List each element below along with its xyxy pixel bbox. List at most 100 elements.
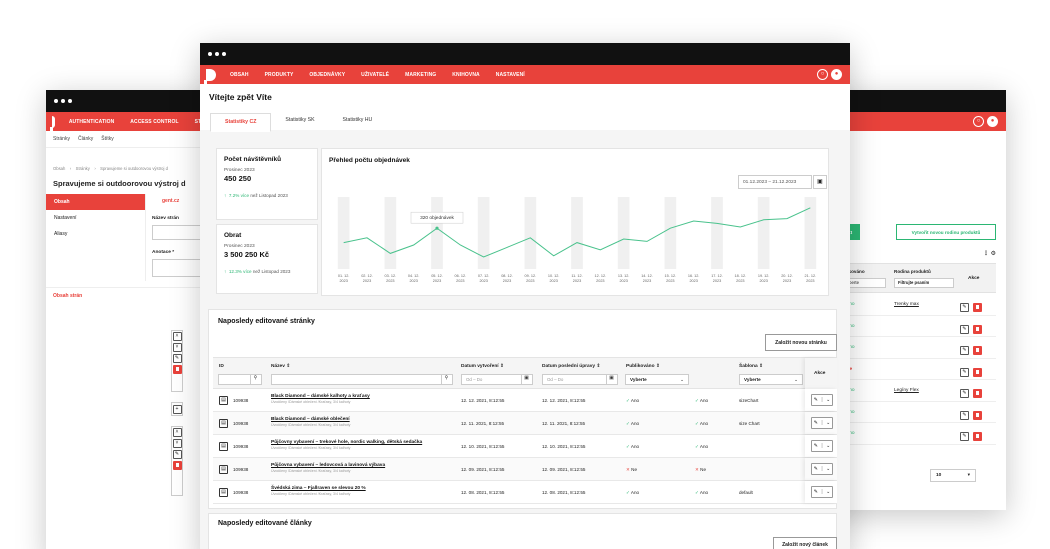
edit-icon[interactable]: ✎ xyxy=(960,410,969,420)
nav-item-nastaveni[interactable]: NASTAVENÍ xyxy=(495,71,525,78)
move-up-icon[interactable]: ˄ xyxy=(172,332,182,341)
nav-item-objednavky[interactable]: OBJEDNÁVKY xyxy=(309,71,346,78)
tab-stats-cz[interactable]: Statistiky CZ xyxy=(210,113,272,132)
page-name-link[interactable]: Půjčovna vybavení – ledovcová a lavinová… xyxy=(271,463,386,468)
page-icon[interactable]: ▤ xyxy=(219,442,228,451)
delete-icon[interactable] xyxy=(172,461,182,470)
search-icon[interactable]: ○ xyxy=(817,69,828,80)
published-filter[interactable]: berte xyxy=(846,278,886,288)
nav-item[interactable]: ACCESS CONTROL xyxy=(130,118,179,125)
edit-icon[interactable]: ✎ xyxy=(960,367,969,377)
tab-stats-sk[interactable]: Statistiky SK xyxy=(285,117,315,123)
x-tick-label: 09. 12. 2023 xyxy=(525,274,537,283)
delete-icon[interactable] xyxy=(973,324,983,334)
name-filter[interactable]: ⚲ xyxy=(271,374,453,385)
id-filter[interactable]: ⚲ xyxy=(218,374,262,385)
page-icon[interactable]: ▤ xyxy=(219,488,228,497)
add-icon[interactable]: + xyxy=(172,404,182,414)
col-updated[interactable]: Datum poslední úpravy ⇕ xyxy=(542,364,601,369)
template-select[interactable]: Vyberte ⌄ xyxy=(739,374,803,385)
calendar-icon: ▣ xyxy=(606,375,616,384)
delete-icon[interactable] xyxy=(973,303,983,313)
col-created[interactable]: Datum vytvoření ⇕ xyxy=(461,364,504,369)
page-name-link[interactable]: Půjčovny vybavení – trekové hole, nordic… xyxy=(271,440,423,445)
top-nav: ○ ● xyxy=(818,112,1006,131)
lang-tab[interactable]: gent.cz xyxy=(162,198,180,204)
edit-icon[interactable]: ✎ xyxy=(960,324,969,334)
row-actions-dropdown[interactable]: ✎ | ⌄ xyxy=(811,394,833,406)
field-label: Anotace * xyxy=(152,250,175,255)
new-page-button[interactable]: Založit novou stránku xyxy=(765,334,837,351)
move-up-icon[interactable]: ˄ xyxy=(172,428,182,437)
delete-icon[interactable] xyxy=(973,346,983,356)
move-down-icon[interactable]: ˅ xyxy=(172,439,182,448)
delete-icon[interactable] xyxy=(172,365,182,374)
date-range-input[interactable]: 01.12.2023 – 21.12.2023 xyxy=(738,175,812,189)
delete-icon[interactable] xyxy=(973,367,983,377)
edit-icon[interactable]: ✎ xyxy=(960,346,969,356)
col-family[interactable]: Rodina produktů xyxy=(894,269,931,274)
move-down-icon[interactable]: ˅ xyxy=(172,343,182,352)
search-icon: ⚲ xyxy=(250,375,260,384)
page-name-link[interactable]: Black Diamond – dámské oblečení xyxy=(271,417,350,422)
page-size-select[interactable]: 10 ▾ xyxy=(930,469,976,482)
nav-item-produkty[interactable]: PRODUKTY xyxy=(264,71,294,78)
create-family-button[interactable]: Vytvořit novou rodinu produktů xyxy=(896,224,996,240)
chevron-down-icon: ⌄ xyxy=(826,443,831,449)
row-actions-dropdown[interactable]: ✎ | ⌄ xyxy=(811,486,833,498)
chart-column-band xyxy=(711,197,723,269)
col-published[interactable]: Publikováno ⇕ xyxy=(626,364,660,369)
edit-icon[interactable]: ✎ xyxy=(960,432,969,442)
data-point[interactable] xyxy=(435,226,439,230)
row-actions-dropdown[interactable]: ✎ | ⌄ xyxy=(811,463,833,475)
search-icon[interactable]: ○ xyxy=(973,116,984,127)
created-filter[interactable]: Od – Do ▣ xyxy=(461,374,533,385)
subnav-item[interactable]: Články xyxy=(77,136,94,142)
calendar-icon[interactable]: ▣ xyxy=(813,175,827,189)
row-actions-dropdown[interactable]: ✎ | ⌄ xyxy=(811,417,833,429)
nav-item-obsah[interactable]: OBSAH xyxy=(230,71,249,78)
page-name-link[interactable]: Švédská zima – Fjallraven se slevou 20 % xyxy=(271,486,366,491)
page-path: Úvodčeny /Dámské oblečení /Kraťasy, 3/4 … xyxy=(271,400,351,404)
new-article-button[interactable]: Založit nový článek xyxy=(773,537,837,549)
delete-icon[interactable] xyxy=(973,432,983,442)
subnav-item[interactable]: Stránky xyxy=(53,136,70,142)
nav-item[interactable]: AUTHENTICATION xyxy=(68,118,115,125)
family-link[interactable]: Legíny Flex xyxy=(894,388,919,393)
page-icon[interactable]: ▤ xyxy=(219,396,228,405)
breadcrumb-item[interactable]: Obsah xyxy=(53,166,66,171)
row-id: 109938 xyxy=(233,444,249,449)
published-select[interactable]: Vyberte ⌄ xyxy=(625,374,689,385)
delete-icon[interactable] xyxy=(973,389,983,399)
col-id[interactable]: ID xyxy=(219,364,224,369)
page-name-link[interactable]: Black Diamond – dámské kalhoty a kraťasy xyxy=(271,394,370,399)
updated-filter[interactable]: Od – Do ▣ xyxy=(542,374,618,385)
nav-item-uzivatele[interactable]: UŽIVATELÉ xyxy=(361,71,390,78)
delete-icon[interactable] xyxy=(973,410,983,420)
page-icon[interactable]: ▤ xyxy=(219,419,228,428)
nav-item-knihovna[interactable]: KNIHOVNA xyxy=(452,71,480,78)
side-item-aliasy[interactable]: Aliasy xyxy=(54,231,68,237)
side-item-obsah[interactable]: Obsah xyxy=(46,194,145,210)
row-actions-dropdown[interactable]: ✎ | ⌄ xyxy=(811,440,833,452)
edit-icon[interactable]: ✎ xyxy=(960,303,969,313)
user-icon[interactable]: ● xyxy=(987,116,998,127)
family-filter[interactable]: Filtrujte psaním xyxy=(894,278,954,288)
breadcrumb-item[interactable]: Stránky xyxy=(75,166,90,171)
col-published[interactable]: likováno xyxy=(846,269,865,274)
col-template[interactable]: Šablona ⇕ xyxy=(739,364,764,369)
family-link[interactable]: Trenky max xyxy=(894,302,919,307)
edit-icon[interactable]: ✎ xyxy=(960,389,969,399)
page-icon[interactable]: ▤ xyxy=(219,465,228,474)
user-avatar-icon[interactable]: ● xyxy=(831,69,842,80)
nav-item-marketing[interactable]: MARKETING xyxy=(405,71,437,78)
side-item-nastaveni[interactable]: Nastavení xyxy=(54,215,77,221)
col-name[interactable]: Název ⇕ xyxy=(271,364,291,369)
created-date: 12. 10. 2021, 8:12:55 xyxy=(461,444,505,449)
tab-stats-hu[interactable]: Statistiky HU xyxy=(342,117,373,123)
edit-icon[interactable]: ✎ xyxy=(172,354,182,363)
edit-icon[interactable]: ✎ xyxy=(172,450,182,459)
subnav-item[interactable]: Štítky xyxy=(101,136,114,142)
table-settings-icon[interactable]: ⋮ ⚙ xyxy=(982,251,996,257)
logo-icon[interactable] xyxy=(204,68,216,84)
